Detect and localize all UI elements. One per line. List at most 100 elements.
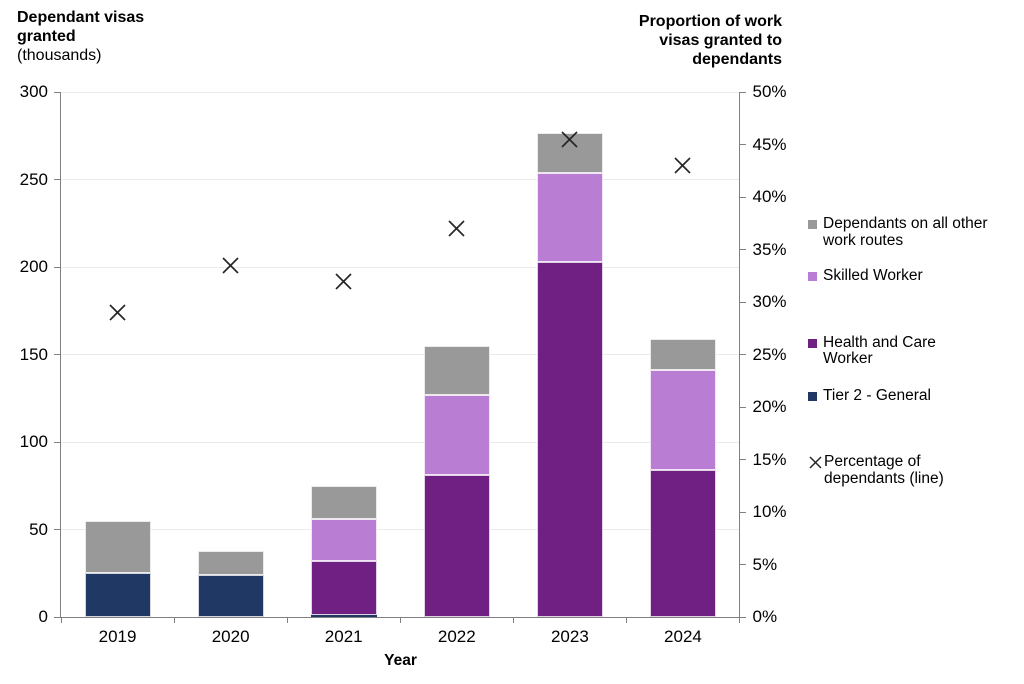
- x-data-marker-icon: [673, 156, 692, 180]
- y-axis-label-right: 5%: [752, 554, 778, 574]
- y-axis-label-left: 250: [19, 169, 48, 189]
- bar-segment: [423, 394, 490, 476]
- bar-segment: [423, 475, 490, 617]
- gridline: [61, 91, 740, 93]
- x-axis-tick: [739, 617, 740, 623]
- x-data-marker-icon: [221, 256, 240, 280]
- bar-segment: [310, 485, 377, 520]
- legend-swatch-navy-icon: [808, 391, 817, 401]
- x-data-marker-icon: [447, 219, 466, 243]
- y-axis-tick-right: [740, 511, 746, 513]
- legend-swatch-light-purple-icon: [808, 272, 817, 281]
- left-axis-title-units: (thousands): [17, 47, 102, 64]
- gridline: [61, 354, 740, 356]
- y-axis-label-left: 0: [38, 607, 48, 626]
- legend-item-health-care-worker: Health and Care Worker: [808, 333, 1020, 368]
- x-data-marker-icon: [108, 303, 127, 327]
- bar-segment: [197, 550, 264, 576]
- gridline: [61, 179, 740, 181]
- y-axis-tick-left: [54, 616, 60, 618]
- x-axis-label: 2022: [437, 627, 476, 646]
- y-axis-label-right: 15%: [752, 449, 787, 469]
- y-axis-label-right: 25%: [752, 344, 787, 364]
- y-axis-tick-left: [54, 179, 60, 181]
- legend-item-other-work-routes: Dependants on all other work routes: [808, 215, 1020, 249]
- legend-label: Dependants on all other: [823, 215, 988, 232]
- x-axis-title: Year: [384, 652, 417, 669]
- legend-label: Percentage of: [824, 453, 921, 470]
- bar-segment: [536, 262, 603, 617]
- legend-label: dependants (line): [824, 469, 944, 487]
- y-axis-tick-right: [740, 301, 746, 303]
- y-axis-label-right: 50%: [752, 82, 787, 102]
- y-axis-line-right: [739, 92, 740, 618]
- y-axis-label-right: 40%: [752, 187, 787, 207]
- bar-segment: [310, 519, 377, 562]
- bar-segment: [84, 573, 151, 617]
- right-axis-title-line2: visas granted to: [659, 32, 782, 49]
- y-axis-tick-left: [54, 266, 60, 268]
- y-axis-label-right: 0%: [752, 607, 778, 626]
- y-axis-line-left: [60, 92, 61, 618]
- y-axis-tick-right: [740, 91, 746, 93]
- y-axis-tick-right: [740, 354, 746, 356]
- y-axis-tick-left: [54, 354, 60, 356]
- bar-segment: [649, 470, 716, 617]
- bar-segment: [84, 520, 151, 574]
- y-axis-tick-right: [740, 564, 746, 566]
- x-axis-tick: [60, 617, 62, 623]
- x-axis-tick: [512, 617, 514, 623]
- gridline: [61, 529, 740, 531]
- right-axis-title: Proportion of work visas granted to depe…: [639, 12, 782, 69]
- y-axis-tick-left: [54, 529, 60, 531]
- x-axis-label: 2023: [550, 627, 589, 646]
- legend-item-skilled-worker: Skilled Worker: [808, 267, 1020, 285]
- legend-label: work routes: [823, 231, 904, 249]
- y-axis-label-left: 300: [19, 82, 48, 102]
- y-axis-label-left: 200: [19, 257, 48, 277]
- legend-item-tier2-general: Tier 2 - General: [808, 386, 1020, 405]
- legend-label: Health and Care: [823, 333, 936, 351]
- legend: Dependants on all other work routes Skil…: [808, 215, 1020, 487]
- bar-segment: [310, 561, 377, 616]
- left-axis-title-line1: Dependant visas: [17, 9, 145, 26]
- x-axis-label: 2019: [98, 627, 137, 646]
- y-axis-tick-right: [740, 616, 746, 618]
- bar-segment: [423, 345, 490, 395]
- bar-segment: [649, 338, 716, 371]
- y-axis-label-right: 30%: [752, 292, 787, 312]
- x-axis-label: 2024: [664, 627, 702, 646]
- bar-segment: [649, 370, 716, 471]
- left-axis-title: Dependant visas granted (thousands): [17, 8, 144, 65]
- legend-swatch-gray-icon: [808, 220, 817, 229]
- x-axis-label: 2020: [211, 627, 250, 646]
- y-axis-tick-left: [54, 441, 60, 443]
- y-axis-label-left: 100: [19, 432, 48, 452]
- x-axis-tick: [399, 617, 401, 623]
- right-axis-title-line3: dependants: [692, 51, 782, 68]
- x-data-marker-icon: [334, 272, 353, 296]
- y-axis-tick-left: [54, 91, 60, 93]
- x-axis-tick: [286, 617, 288, 623]
- x-axis-tick: [173, 617, 175, 623]
- y-axis-tick-right: [740, 196, 746, 198]
- y-axis-tick-right: [740, 249, 746, 251]
- x-axis-tick: [625, 617, 627, 623]
- left-axis-title-line2: granted: [17, 28, 76, 45]
- x-data-marker-icon: [560, 130, 579, 154]
- bar-segment: [536, 172, 603, 262]
- bar-segment: [197, 575, 264, 617]
- gridline: [61, 266, 740, 268]
- legend-swatch-dark-purple-icon: [808, 338, 817, 348]
- legend-x-marker-icon: [808, 455, 823, 475]
- y-axis-label-right: 45%: [752, 134, 787, 154]
- y-axis-tick-right: [740, 459, 746, 461]
- legend-label: Tier 2 - General: [823, 386, 931, 404]
- legend-label: Worker: [823, 350, 873, 367]
- right-axis-title-line1: Proportion of work: [638, 13, 782, 30]
- y-axis-label-right: 35%: [752, 239, 787, 259]
- bar-segment: [310, 615, 377, 617]
- gridline: [61, 441, 740, 443]
